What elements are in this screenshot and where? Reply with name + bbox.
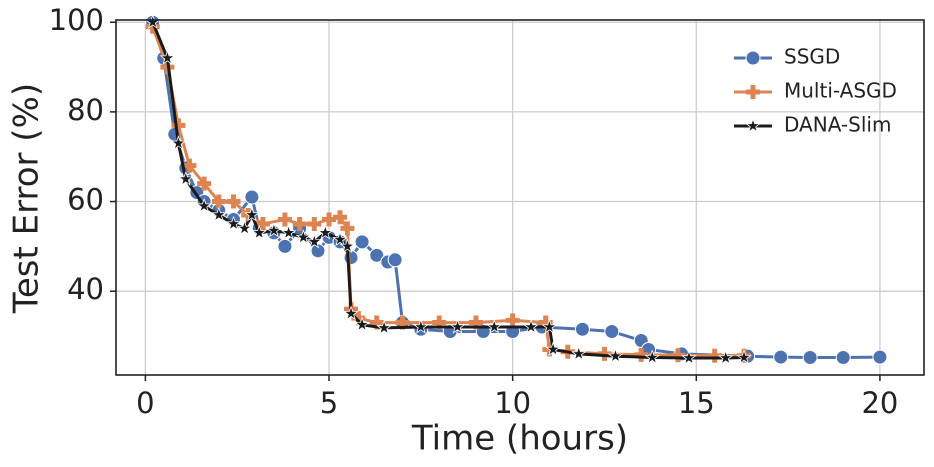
line: [151, 26, 744, 358]
series: [144, 13, 752, 365]
marker: [376, 319, 392, 335]
marker: [182, 158, 197, 173]
marker: [835, 350, 851, 366]
marker: [310, 243, 326, 259]
x-tick-label: 15: [678, 386, 715, 420]
y-axis-label: Test Error (%): [7, 83, 47, 314]
marker: [387, 252, 403, 268]
marker: [773, 349, 789, 365]
marker: [505, 313, 520, 328]
y-tick-label: 80: [67, 93, 104, 127]
series: [145, 19, 752, 363]
marker: [339, 238, 356, 253]
marker: [343, 250, 359, 266]
marker: [211, 194, 226, 209]
marker: [604, 324, 620, 340]
marker: [277, 212, 292, 227]
marker: [570, 345, 587, 361]
x-tick-label: 20: [861, 386, 898, 420]
marker: [211, 206, 227, 222]
marker: [295, 229, 312, 245]
marker: [171, 118, 186, 133]
marker: [717, 349, 734, 365]
marker: [266, 222, 282, 238]
marker: [343, 305, 359, 321]
marker: [159, 49, 176, 65]
marker: [670, 348, 685, 363]
marker: [354, 234, 370, 250]
legend-label: Multi-ASGD: [784, 79, 897, 103]
marker: [307, 216, 322, 231]
y-tick-label: 100: [49, 3, 104, 37]
marker: [177, 170, 194, 186]
marker: [413, 318, 429, 334]
legend-label: SSGD: [784, 45, 840, 69]
marker: [736, 349, 752, 365]
y-tick-label: 40: [67, 272, 104, 306]
marker: [634, 347, 649, 362]
marker: [681, 349, 697, 365]
y-tick-label: 60: [67, 183, 104, 217]
marker: [449, 318, 466, 334]
legend-marker: [745, 50, 761, 66]
marker: [607, 347, 624, 363]
marker: [236, 220, 253, 236]
marker: [226, 194, 241, 209]
line: [151, 21, 880, 359]
marker: [197, 176, 212, 191]
series: [145, 14, 888, 366]
marker: [541, 318, 558, 334]
plot-frame: [115, 19, 925, 376]
marker: [486, 318, 503, 334]
marker: [225, 215, 242, 231]
x-tick-label: 0: [136, 386, 154, 420]
marker: [196, 197, 212, 213]
marker: [340, 221, 355, 236]
marker: [244, 206, 260, 222]
marker: [292, 216, 307, 231]
marker: [523, 318, 539, 334]
line: [151, 21, 745, 360]
marker: [332, 231, 348, 247]
marker: [872, 349, 888, 365]
marker: [545, 341, 561, 357]
marker: [244, 189, 260, 205]
x-tick-label: 5: [320, 386, 338, 420]
marker: [306, 233, 323, 249]
x-axis-label: Time (hours): [411, 419, 628, 459]
marker: [333, 210, 348, 225]
marker: [574, 321, 590, 337]
marker: [369, 247, 385, 263]
marker: [354, 316, 370, 332]
legend-marker: [746, 85, 760, 99]
marker: [317, 224, 334, 240]
marker: [277, 238, 293, 254]
marker: [644, 349, 661, 365]
marker: [802, 350, 818, 366]
marker: [251, 224, 268, 240]
legend-label: DANA-Slim: [784, 113, 891, 137]
legend-marker: [745, 117, 761, 133]
marker: [280, 224, 297, 240]
x-tick-label: 10: [494, 386, 531, 420]
marker: [170, 135, 187, 150]
marker: [255, 216, 270, 231]
